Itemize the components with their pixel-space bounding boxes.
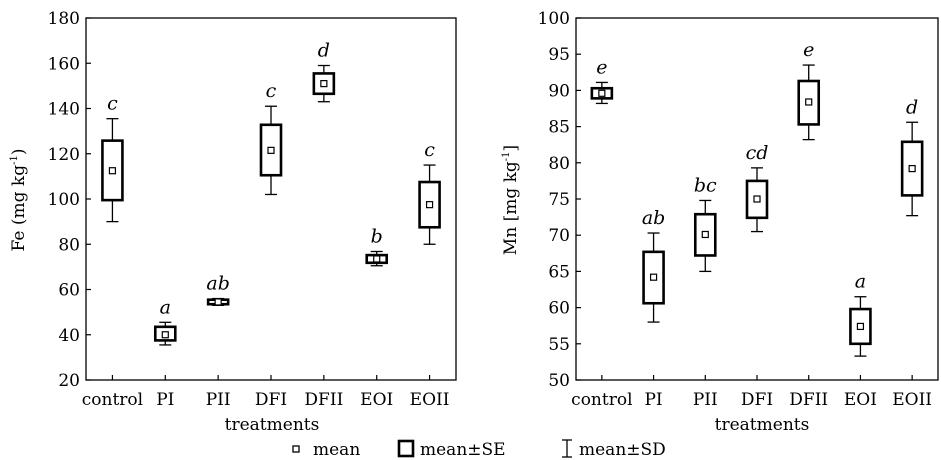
- fe-significance-letter: a: [160, 296, 171, 318]
- mn-mean-marker: [701, 230, 709, 239]
- fe-significance-letter: c: [424, 139, 435, 161]
- legend-se-label: mean±SE: [420, 440, 506, 460]
- mn-y-axis-title: Mn [mg kg-1]: [501, 145, 521, 255]
- fe-y-axis-title: Fe (mg kg-1): [9, 149, 29, 252]
- mn-x-tick-label: DFII: [789, 390, 828, 410]
- fe-mean-marker: [214, 298, 222, 306]
- mn-y-tick-label: 75: [548, 190, 570, 210]
- mn-significance-letter: ab: [642, 207, 666, 229]
- mn-y-tick-label: 85: [548, 118, 570, 138]
- fe-significance-letter: b: [371, 225, 383, 247]
- fe-y-tick-label: 140: [48, 100, 80, 120]
- fe-y-tick-label: 40: [58, 326, 80, 346]
- mn-significance-letter: e: [803, 39, 814, 61]
- fe-significance-letter: ab: [206, 273, 230, 295]
- mn-y-tick-label: 55: [548, 335, 570, 355]
- mn-y-tick-label: 80: [548, 154, 570, 174]
- fe-x-tick-label: control: [82, 390, 143, 410]
- mn-y-tick-label: 100: [538, 9, 570, 29]
- mn-x-tick-label: control: [571, 390, 632, 410]
- mn-mean-marker: [908, 164, 916, 173]
- mn-mean-marker: [598, 89, 606, 97]
- mn-x-axis-title: treatments: [715, 415, 810, 435]
- legend-se-icon: [397, 439, 415, 458]
- fe-y-tick-label: 100: [48, 190, 80, 210]
- fe-y-tick-label: 180: [48, 9, 80, 29]
- mn-significance-letter: bc: [694, 174, 717, 196]
- fe-mean-marker: [373, 255, 381, 263]
- mn-mean-marker: [649, 273, 658, 281]
- fe-x-tick-label: DFI: [255, 390, 287, 410]
- fe-x-axis-title: treatments: [225, 415, 320, 435]
- mn-y-tick-label: 65: [548, 262, 570, 282]
- fe-y-tick-label: 120: [48, 145, 80, 165]
- fe-significance-letter: c: [266, 80, 277, 102]
- mn-y-tick-label: 50: [548, 371, 570, 391]
- mn-mean-marker: [753, 195, 761, 203]
- mn-y-tick-label: 70: [548, 226, 570, 246]
- fe-mean-marker: [320, 80, 328, 88]
- mn-y-tick-label: 60: [548, 299, 570, 319]
- fe-chart-panel: Fe (mg kg-1) treatments 20 40 60 80 100 120 14…: [9, 9, 457, 435]
- legend: mean mean±SE mean±SD: [292, 439, 666, 460]
- legend-sd-icon: [562, 439, 572, 458]
- legend-sd-label: mean±SD: [579, 440, 666, 460]
- fe-significance-letter: c: [107, 93, 118, 115]
- fe-mean-marker: [267, 146, 275, 154]
- fe-mean-marker: [425, 201, 434, 209]
- fe-x-tick-label: EOI: [360, 390, 393, 410]
- fe-y-tick-label: 80: [58, 235, 80, 255]
- fe-mean-marker: [108, 167, 117, 175]
- fe-y-tick-label: 160: [48, 54, 80, 74]
- fe-mean-marker: [161, 331, 169, 339]
- fe-significance-letter: d: [318, 40, 330, 62]
- fe-y-tick-label: 20: [58, 371, 80, 391]
- mn-y-tick-label: 95: [548, 45, 570, 65]
- fe-x-tick-label: DFII: [304, 390, 343, 410]
- mn-x-tick-label: DFI: [741, 390, 773, 410]
- fe-y-tick-label: 60: [58, 281, 80, 301]
- mn-x-tick-label: PII: [693, 390, 718, 410]
- mn-x-tick-label: PI: [644, 390, 662, 410]
- mn-mean-marker: [856, 322, 865, 331]
- mn-significance-letter: a: [855, 271, 866, 293]
- fe-x-tick-label: EOII: [410, 390, 450, 410]
- legend-mean-label: mean: [313, 440, 360, 460]
- fe-plot-frame: [85, 17, 457, 381]
- fe-x-tick-label: PII: [206, 390, 231, 410]
- mn-x-tick-label: EOI: [844, 390, 877, 410]
- mn-y-tick-label: 90: [548, 81, 570, 101]
- mn-significance-letter: d: [906, 96, 918, 118]
- fe-x-tick-label: PI: [156, 390, 174, 410]
- mn-mean-marker: [805, 98, 813, 106]
- mn-significance-letter: cd: [746, 142, 769, 164]
- mn-chart-panel: Mn [mg kg-1] treatments 50 55 60 65 70 75 80 85…: [501, 9, 939, 435]
- mn-significance-letter: e: [596, 56, 607, 78]
- mn-x-tick-label: EOII: [892, 390, 932, 410]
- legend-mean-icon: [292, 445, 300, 453]
